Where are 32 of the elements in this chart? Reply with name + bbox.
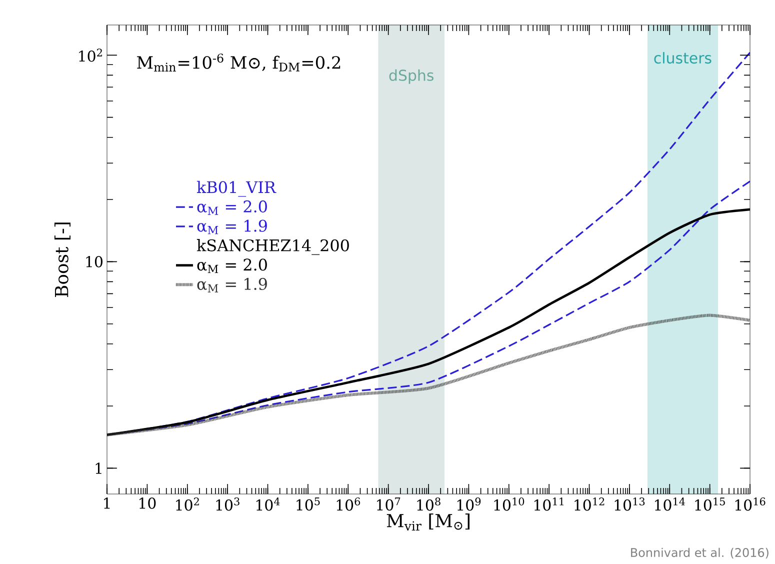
x-tick-label: 10$^{8}$ [417,498,440,511]
band-label: dSphs [389,69,434,84]
x-tick-label: 1 [104,498,110,509]
legend-label: α$_{M}$ = 2.0 [197,258,267,274]
x-tick-label: 10$^{11}$ [534,498,564,511]
x-tick-label: 10$^{13}$ [614,498,645,511]
legend-label: α$_{M}$ = 1.9 [197,220,267,234]
x-tick-label: 10$^{15}$ [695,498,725,511]
y-tick-label: 10$^{2}$ [79,48,102,62]
x-tick-label: 10$^{3}$ [216,498,240,511]
x-tick-label: 10$^{7}$ [377,498,400,511]
text: Bonnivard et al. (2016) [631,548,768,558]
annotation: M$_{min}$=10$^{-6}$ M⊙, f$_{DM}$=0.2 [137,54,340,72]
x-tick-label: 10$^{9}$ [457,498,481,511]
legend-label: α$_{M}$ = 1.9 [197,278,267,292]
x-tick-label: 10$^{6}$ [336,498,360,511]
x-tick-label: 10$^{16}$ [735,498,766,511]
annotation: kB01_VIR [196,180,276,197]
y-axis-title: Boost [-] [54,222,70,297]
legend-label: α$_{M}$ = 2.0 [197,200,267,215]
x-tick-label: 10$^{4}$ [256,498,280,511]
x-tick-label: 10$^{5}$ [296,498,320,511]
y-tick-label: 10 [86,256,102,268]
y-tick-label: 1 [96,462,102,474]
x-tick-label: 10 [140,498,156,509]
x-axis-title: M$_{vir}$ [M$_{⊙}$] [386,514,470,530]
annotation: kSANCHEZ14_200 [196,239,349,255]
x-tick-label: 10$^{10}$ [494,498,524,511]
x-tick-label: 10$^{12}$ [574,498,604,511]
x-tick-label: 10$^{2}$ [176,498,199,511]
x-tick-label: 10$^{14}$ [655,498,686,511]
band-label: clusters [654,52,712,64]
